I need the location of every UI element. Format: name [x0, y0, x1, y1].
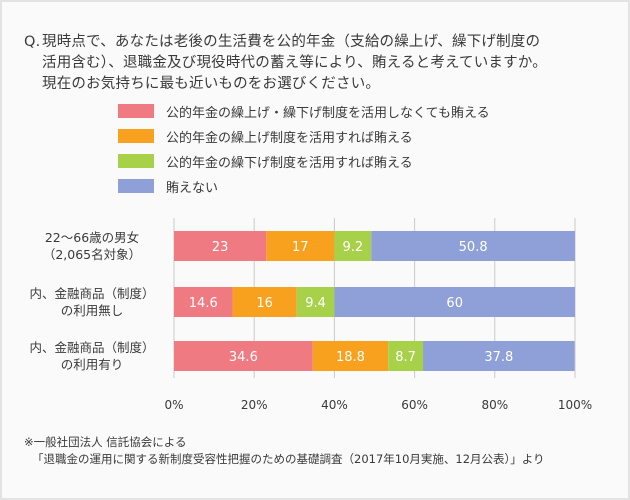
footnote-survey: 「退職金の運用に関する新制度受容性把握のための基礎調査（2017年10月実施、1…: [32, 452, 545, 466]
data-label: 8.7: [395, 350, 416, 365]
legend-item: 公的年金の繰上げ・繰下げ制度を活用しなくても賄える: [118, 102, 538, 121]
legend-swatch: [118, 179, 154, 193]
bar-segment: [174, 231, 267, 261]
question-line: 活用含む）、退職金及び現役時代の蓄え等により、賄えると考えていますか。: [42, 55, 547, 71]
bar-segment: [266, 231, 335, 261]
bar-segment: [334, 231, 372, 261]
x-tick-label: 80%: [481, 398, 508, 412]
data-label: 17: [292, 240, 309, 255]
data-label: 14.6: [189, 296, 218, 311]
footnote: ※一般社団法人 信託協会による 「退職金の運用に関する新制度受容性把握のための基…: [24, 434, 545, 466]
category-label: 22〜66歳の男女: [45, 230, 139, 245]
legend-label: 公的年金の繰上げ・繰下げ制度を活用しなくても賄える: [166, 106, 490, 121]
legend-item: 公的年金の繰上げ制度を活用すれば賄える: [118, 127, 538, 146]
question-line: 現時点で、あなたは老後の生活費を公的年金（支給の繰上げ、繰下げ制度の: [42, 34, 541, 50]
legend-item: 公的年金の繰下げ制度を活用すれば賄える: [118, 152, 538, 171]
bar-segment: [334, 287, 575, 317]
bar-segment: [423, 341, 575, 371]
bar-segment: [371, 231, 575, 261]
bar-segment: [388, 341, 424, 371]
question-line: 現在のお気持ちに最も近いものをお選びください。: [42, 76, 381, 92]
legend-label: 賄えない: [166, 181, 219, 196]
data-label: 37.8: [484, 350, 513, 365]
data-label: 60: [446, 296, 463, 311]
x-tick-label: 60%: [401, 398, 428, 412]
data-label: 34.6: [229, 350, 258, 365]
stacked-bar-chart: 23 17 9.2 50.8 22〜66歳の男女 （2,065名対象） 14.6 16 9.4 6…: [29, 218, 592, 412]
legend-label: 公的年金の繰下げ制度を活用すれば賄える: [166, 156, 413, 171]
legend-item: 賄えない: [118, 177, 538, 196]
data-label: 16: [256, 296, 273, 311]
data-label: 18.8: [336, 350, 365, 365]
x-tick-label: 0%: [164, 398, 183, 412]
category-label: 内、金融商品（制度）: [29, 340, 154, 355]
footnote-source: ※一般社団法人 信託協会による: [24, 435, 187, 449]
data-label: 50.8: [459, 240, 488, 255]
legend-swatch: [118, 104, 154, 118]
legend-label: 公的年金の繰上げ制度を活用すれば賄える: [166, 131, 413, 146]
legend-swatch: [118, 154, 154, 168]
data-label: 9.4: [305, 296, 326, 311]
x-tick-label: 100%: [558, 398, 592, 412]
legend-swatch: [118, 129, 154, 143]
x-tick-label: 20%: [241, 398, 268, 412]
data-label: 23: [212, 240, 229, 255]
bar-segment: [296, 287, 335, 317]
category-label: の利用無し: [61, 303, 124, 318]
bar-segment: [174, 341, 313, 371]
bar-segment: [312, 341, 389, 371]
bar-segment: [174, 287, 233, 317]
x-tick-label: 40%: [321, 398, 348, 412]
data-label: 9.2: [343, 240, 364, 255]
category-label: の利用有り: [61, 357, 124, 372]
bar-segment: [232, 287, 297, 317]
category-label: 内、金融商品（制度）: [29, 286, 154, 301]
question-prefix: Q.: [24, 34, 41, 50]
category-label: （2,065名対象）: [43, 247, 141, 262]
